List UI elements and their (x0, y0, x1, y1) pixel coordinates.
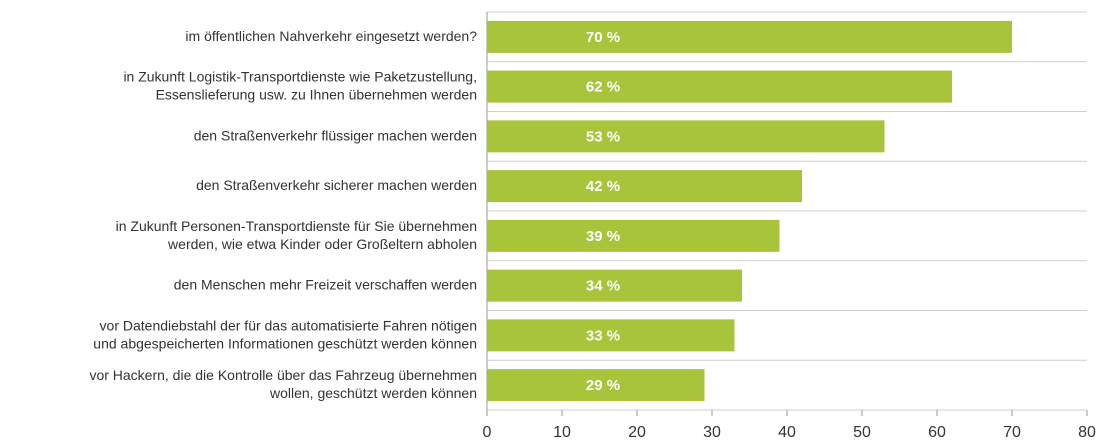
x-tick-label: 0 (483, 424, 492, 441)
category-label-line: und abgespeicherten Informationen geschü… (93, 335, 477, 351)
value-label: 34 % (586, 278, 620, 295)
category-label: vor Hackern, die die Kontrolle über das … (89, 367, 477, 401)
value-label: 70 % (586, 29, 620, 46)
bar (487, 70, 952, 103)
bar (487, 219, 780, 252)
value-label: 53 % (586, 128, 620, 145)
category-label: den Menschen mehr Freizeit verschaffen w… (174, 276, 477, 292)
bar (487, 20, 1012, 53)
bar (487, 269, 742, 302)
value-label: 39 % (586, 228, 620, 245)
category-label: vor Datendiebstahl der für das automatis… (93, 317, 477, 351)
category-label-line: den Straßenverkehr flüssiger machen werd… (194, 127, 477, 143)
x-tick-label: 10 (553, 424, 571, 441)
category-label: den Straßenverkehr sicherer machen werde… (196, 177, 477, 193)
category-label-line: den Menschen mehr Freizeit verschaffen w… (174, 276, 477, 292)
x-tick-label: 80 (1078, 424, 1096, 441)
category-label-line: in Zukunft Personen-Transportdienste für… (116, 218, 477, 234)
category-label-line: in Zukunft Logistik-Transportdienste wie… (123, 68, 477, 84)
x-tick-label: 20 (628, 424, 646, 441)
category-label-line: vor Datendiebstahl der für das automatis… (100, 317, 477, 333)
value-label: 29 % (586, 377, 620, 394)
category-label: den Straßenverkehr flüssiger machen werd… (194, 127, 477, 143)
bar (487, 369, 705, 402)
category-label-line: im öffentlichen Nahverkehr eingesetzt we… (185, 28, 477, 44)
x-tick-label: 60 (928, 424, 946, 441)
value-label: 62 % (586, 79, 620, 96)
category-label-line: vor Hackern, die die Kontrolle über das … (89, 367, 477, 383)
x-tick-label: 30 (703, 424, 721, 441)
category-label-line: wollen, geschützt werden können (269, 385, 477, 401)
category-label-line: werden, wie etwa Kinder oder Großeltern … (167, 236, 477, 252)
category-label: im öffentlichen Nahverkehr eingesetzt we… (185, 28, 477, 44)
x-tick-label: 50 (853, 424, 871, 441)
value-label: 42 % (586, 178, 620, 195)
category-label-line: den Straßenverkehr sicherer machen werde… (196, 177, 477, 193)
category-label: in Zukunft Logistik-Transportdienste wie… (123, 68, 477, 102)
x-tick-label: 70 (1003, 424, 1021, 441)
category-label: in Zukunft Personen-Transportdienste für… (116, 218, 477, 252)
x-tick-label: 40 (778, 424, 796, 441)
value-label: 33 % (586, 327, 620, 344)
category-label-line: Essenslieferung usw. zu Ihnen übernehmen… (156, 86, 477, 102)
bar (487, 170, 802, 203)
bar (487, 120, 885, 153)
bar (487, 319, 735, 352)
